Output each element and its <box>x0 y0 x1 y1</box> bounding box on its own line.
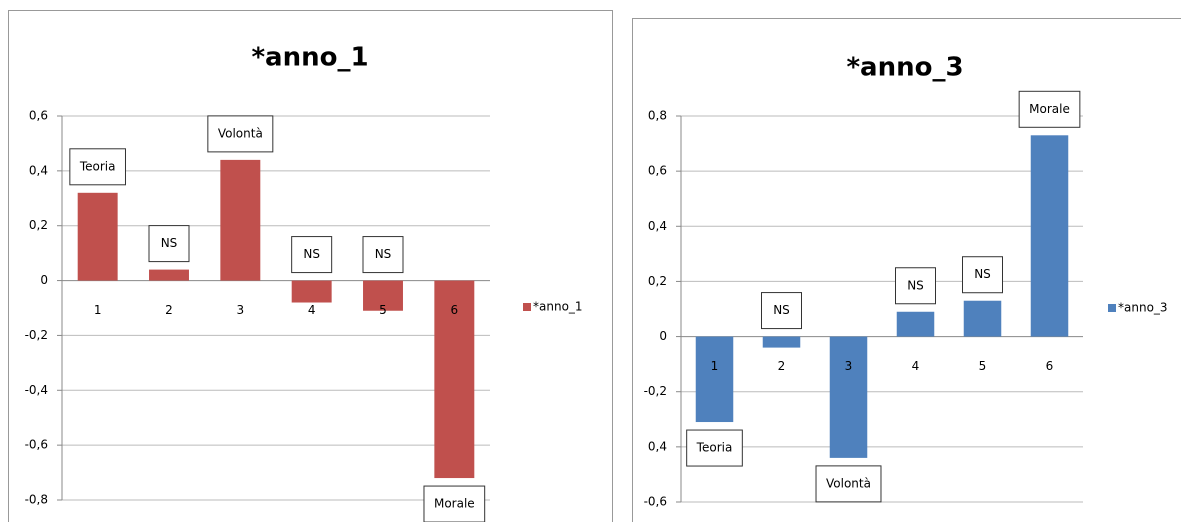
chart-title: *anno_1 <box>251 43 368 73</box>
x-tick-label: 2 <box>778 359 786 373</box>
x-tick-label: 6 <box>451 303 459 317</box>
y-tick-label: 0 <box>659 329 667 343</box>
legend-label: *anno_1 <box>533 300 583 314</box>
annotation: Teoria <box>696 441 733 455</box>
legend-swatch <box>523 303 531 311</box>
x-tick-label: 1 <box>711 359 719 373</box>
legend-label: *anno_3 <box>1118 301 1168 315</box>
annotation: Morale <box>1029 102 1070 116</box>
y-tick-label: 0,8 <box>648 109 667 123</box>
annotation: NS <box>375 247 392 261</box>
annotation: NS <box>161 236 178 250</box>
x-tick-label: 6 <box>1046 359 1054 373</box>
y-tick-label: -0,4 <box>25 383 48 397</box>
x-tick-label: 4 <box>308 303 316 317</box>
bar <box>763 337 801 348</box>
bar <box>149 270 189 281</box>
annotation: Volontà <box>218 126 263 140</box>
annotation: NS <box>907 278 924 292</box>
y-tick-label: 0,6 <box>29 109 48 123</box>
x-tick-label: 1 <box>94 303 102 317</box>
bar <box>292 281 332 303</box>
annotation: NS <box>303 247 320 261</box>
y-tick-label: 0,4 <box>648 439 667 453</box>
annotation: Volontà <box>826 476 871 490</box>
annotation: Morale <box>434 497 475 511</box>
y-tick-label: -0,8 <box>25 493 48 507</box>
annotation: NS <box>773 303 790 317</box>
bar <box>78 193 118 281</box>
x-tick-label: 4 <box>912 359 920 373</box>
bar <box>897 312 935 337</box>
y-tick-label: -0,2 <box>644 384 667 398</box>
y-tick-label: -0,2 <box>25 328 48 342</box>
x-tick-label: 5 <box>379 303 387 317</box>
chart-title: *anno_3 <box>846 53 963 83</box>
x-tick-label: 5 <box>979 359 987 373</box>
y-tick-label: 0,4 <box>29 163 48 177</box>
x-tick-label: 2 <box>165 303 173 317</box>
bar <box>696 337 734 422</box>
y-tick-label: -0,6 <box>644 495 667 509</box>
x-tick-label: 3 <box>845 359 853 373</box>
x-tick-label: 3 <box>237 303 245 317</box>
bar <box>220 160 260 281</box>
bar <box>1031 135 1069 336</box>
y-tick-label: 0,2 <box>648 274 667 288</box>
bar <box>830 337 868 458</box>
y-tick-label: -0,6 <box>25 438 48 452</box>
annotation: NS <box>974 267 991 281</box>
y-tick-label: 0 <box>40 273 48 287</box>
bar <box>964 301 1002 337</box>
annotation: Teoria <box>79 159 116 173</box>
y-tick-label: 0,4 <box>648 219 667 233</box>
y-tick-label: 0,2 <box>29 218 48 232</box>
legend-swatch <box>1108 304 1116 312</box>
y-tick-label: 0,6 <box>648 164 667 178</box>
